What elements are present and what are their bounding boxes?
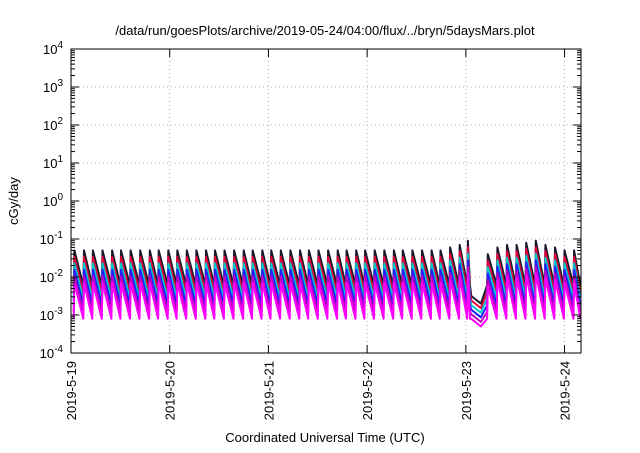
x-tick-label: 2019-5-20	[163, 361, 178, 420]
y-tick-label: 103	[43, 78, 63, 95]
y-tick-label: 10-3	[40, 306, 64, 323]
x-tick-label: 2019-5-19	[64, 361, 79, 420]
x-axis-ticks: 2019-5-19 2019-5-20 2019-5-21 2019-5-22 2019…	[64, 49, 573, 420]
y-tick-exponent: 2	[57, 116, 63, 127]
series-line	[72, 272, 582, 328]
y-tick-exponent: -4	[54, 344, 63, 355]
y-tick-exponent: -2	[54, 268, 63, 279]
plot-series	[72, 239, 582, 328]
y-tick-label: 102	[43, 116, 63, 133]
y-tick-exponent: 1	[57, 154, 63, 165]
x-tick-label: 2019-5-21	[261, 361, 276, 420]
y-tick-exponent: -3	[54, 306, 63, 317]
y-tick-exponent: 0	[57, 192, 63, 203]
x-tick-label: 2019-5-22	[360, 361, 375, 420]
x-tick-label: 2019-5-24	[558, 361, 573, 420]
y-tick-label: 104	[43, 40, 63, 57]
y-tick-label: 10-1	[40, 230, 64, 247]
y-tick-label: 100	[43, 192, 63, 209]
chart-title: /data/run/goesPlots/archive/2019-05-24/0…	[115, 23, 535, 38]
y-tick-exponent: 3	[57, 78, 63, 89]
y-tick-label: 101	[43, 154, 63, 171]
y-tick-exponent: 4	[57, 40, 63, 51]
y-tick-label: 10-4	[40, 344, 64, 361]
y-tick-label: 10-2	[40, 268, 64, 285]
y-tick-exponent: -1	[54, 230, 63, 241]
x-tick-label: 2019-5-23	[459, 361, 474, 420]
y-axis-label: cGy/day	[6, 177, 21, 225]
x-axis-label: Coordinated Universal Time (UTC)	[225, 430, 424, 445]
